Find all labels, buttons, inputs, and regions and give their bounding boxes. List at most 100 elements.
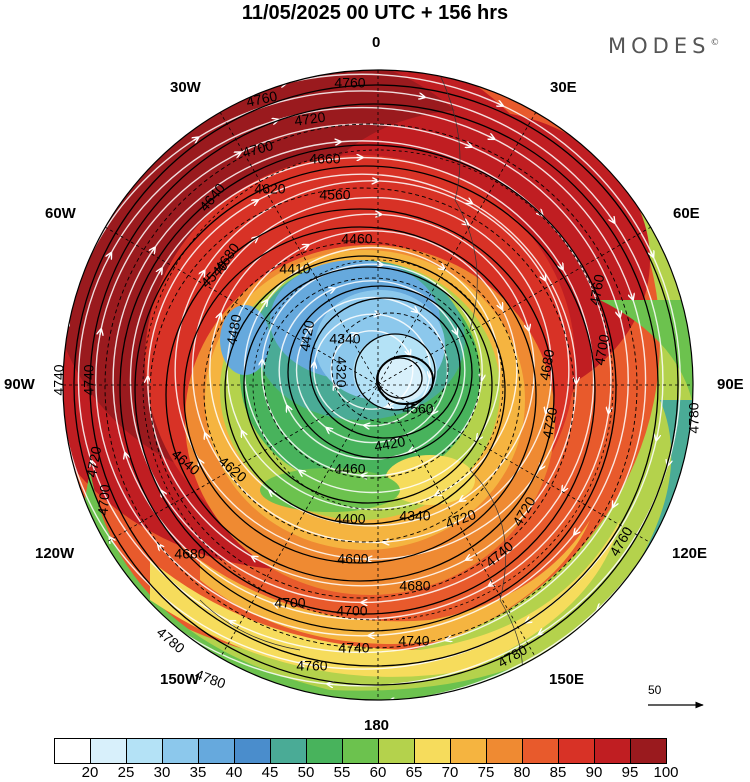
streamline-arrow [132,591,136,595]
colorbar-label: 20 [81,764,99,781]
contour-label: 4700 [591,333,612,367]
streamline-arrow [651,252,653,257]
streamline-arrow [335,142,341,143]
streamline-arrow [219,313,221,319]
streamline-arrow [446,68,452,70]
lon-label-120w: 120W [35,545,75,562]
streamline-arrow [273,603,279,605]
streamline-arrow [66,320,67,326]
streamline-arrow [109,537,112,542]
colorbar-label: 75 [477,764,495,781]
streamline-arrow [37,461,39,467]
colorbar-swatch [54,738,91,764]
streamline-arrow [631,294,633,300]
colorbar-label: 55 [333,764,351,781]
streamline-arrow [466,144,471,146]
streamline-arrow [253,200,258,203]
streamline-arrow [413,309,418,313]
contour-label: 4560 [319,187,350,203]
colorbar-label: 60 [369,764,387,781]
contour-label: 4720 [83,445,104,479]
streamline-arrow [329,288,334,290]
contour-label: 4760 [296,658,327,674]
streamline-arrow [432,409,436,414]
streamline-arrow [543,275,546,280]
colorbar-label: 40 [225,764,243,781]
contour-label: 4760 [334,75,365,91]
streamline-arrow [193,137,198,140]
colorbar-swatch [306,738,343,764]
height-contour [183,226,537,564]
colorbar-swatch [126,738,163,764]
colorbar-swatch [234,738,271,764]
colorbar-label: 85 [549,764,567,781]
colorbar-swatch [90,738,127,764]
lon-label-90w: 90W [4,376,35,393]
brand-name: MODES [608,34,711,58]
streamline-arrow [500,304,503,309]
streamline-arrow [364,425,370,426]
streamline-arrow [314,362,315,368]
contour-label: 4660 [309,151,340,167]
streamline-arrow [361,475,367,476]
height-contour [119,144,617,632]
height-contour [263,277,481,479]
contour-label: 4760 [586,273,607,307]
streamline-arrow [613,502,616,507]
streamline-arrow [326,428,331,432]
streamline-arrow [264,300,267,305]
streamline-arrow [269,491,274,495]
colorbar-swatch [630,738,667,764]
streamline-arrow [252,556,257,559]
streamline-arrow [158,544,162,549]
height-contour [331,312,449,424]
streamline-arrow [303,245,308,248]
lon-label-60w: 60W [45,205,76,222]
streamline-arrow [482,374,483,380]
colorbar-label: 80 [513,764,531,781]
streamline-arrow [419,96,425,97]
streamline [63,73,681,687]
colorbar-swatch [198,738,235,764]
streamline-arrow [619,311,620,317]
colorbar-swatch [342,738,379,764]
contour-label: 4720 [293,109,326,129]
streamline-arrow [560,264,563,269]
streamline-arrow [308,326,312,331]
lon-label-30e: 30E [550,79,577,96]
streamline-arrow [262,360,263,366]
colorbar-label: 30 [153,764,171,781]
streamline-arrow [467,200,472,203]
colorbar-label: 45 [261,764,279,781]
map-disc-border [62,69,694,701]
contour-label: 4460 [341,231,372,247]
colorbar-swatch [450,738,487,764]
height-contour [104,123,638,649]
contour-label: 4740 [338,640,369,656]
streamline-arrow [102,199,106,204]
lon-label-30w: 30W [170,79,201,96]
streamline [295,296,449,444]
colorbar-label: 95 [621,764,639,781]
streamline-arrow [159,268,162,273]
page-title: 11/05/2025 00 UTC + 156 hrs [241,2,509,24]
lon-label-0: 0 [372,34,381,51]
height-contour [287,285,473,459]
height-contour [165,208,555,582]
streamline-arrow [205,433,207,439]
streamlines [37,68,693,700]
contour-label: 4680 [399,578,430,594]
streamline-arrow [273,120,279,122]
contour-label: 4740 [81,364,97,395]
streamline-arrow [608,407,609,413]
streamline-arrow [539,631,544,634]
contour-label: 4700 [94,483,113,516]
height-contour [149,187,575,599]
streamline [330,330,414,410]
streamline-arrow [460,498,465,501]
brand-mark: © [710,38,720,48]
graticule [63,70,693,700]
colorbar-swatch [162,738,199,764]
streamline-arrow [125,453,127,459]
